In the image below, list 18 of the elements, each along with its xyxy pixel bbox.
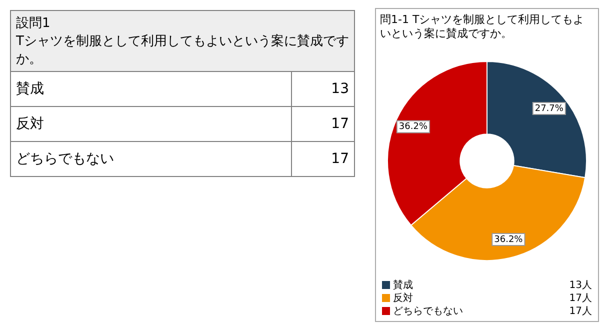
data-label: 36.2% (398, 122, 428, 132)
text: 設問1 (16, 15, 52, 32)
data-label: 36.2% (494, 234, 524, 245)
text: 17 (331, 116, 349, 132)
data-label: 27.7% (534, 104, 564, 114)
text: 17人 (569, 306, 592, 316)
category-label: 反対 (16, 116, 44, 132)
chart-title: 問1-1 Tシャツを制服として利用してもよいという案に賛成ですか。 (379, 12, 586, 42)
legend-label: 反対 (393, 292, 414, 304)
legend-label: 賛成 (393, 278, 414, 292)
text: Tシャツを制服として利用してもよいという案に賛成ですか。 (16, 33, 349, 68)
legend-label: どちらでもない (393, 304, 464, 318)
text: 13人 (569, 280, 592, 290)
text: 17人 (569, 292, 592, 304)
category-label: どちらでもない (16, 151, 114, 167)
text: 13 (331, 81, 349, 97)
text: 17 (331, 151, 349, 167)
category-label: 賛成 (16, 81, 44, 97)
